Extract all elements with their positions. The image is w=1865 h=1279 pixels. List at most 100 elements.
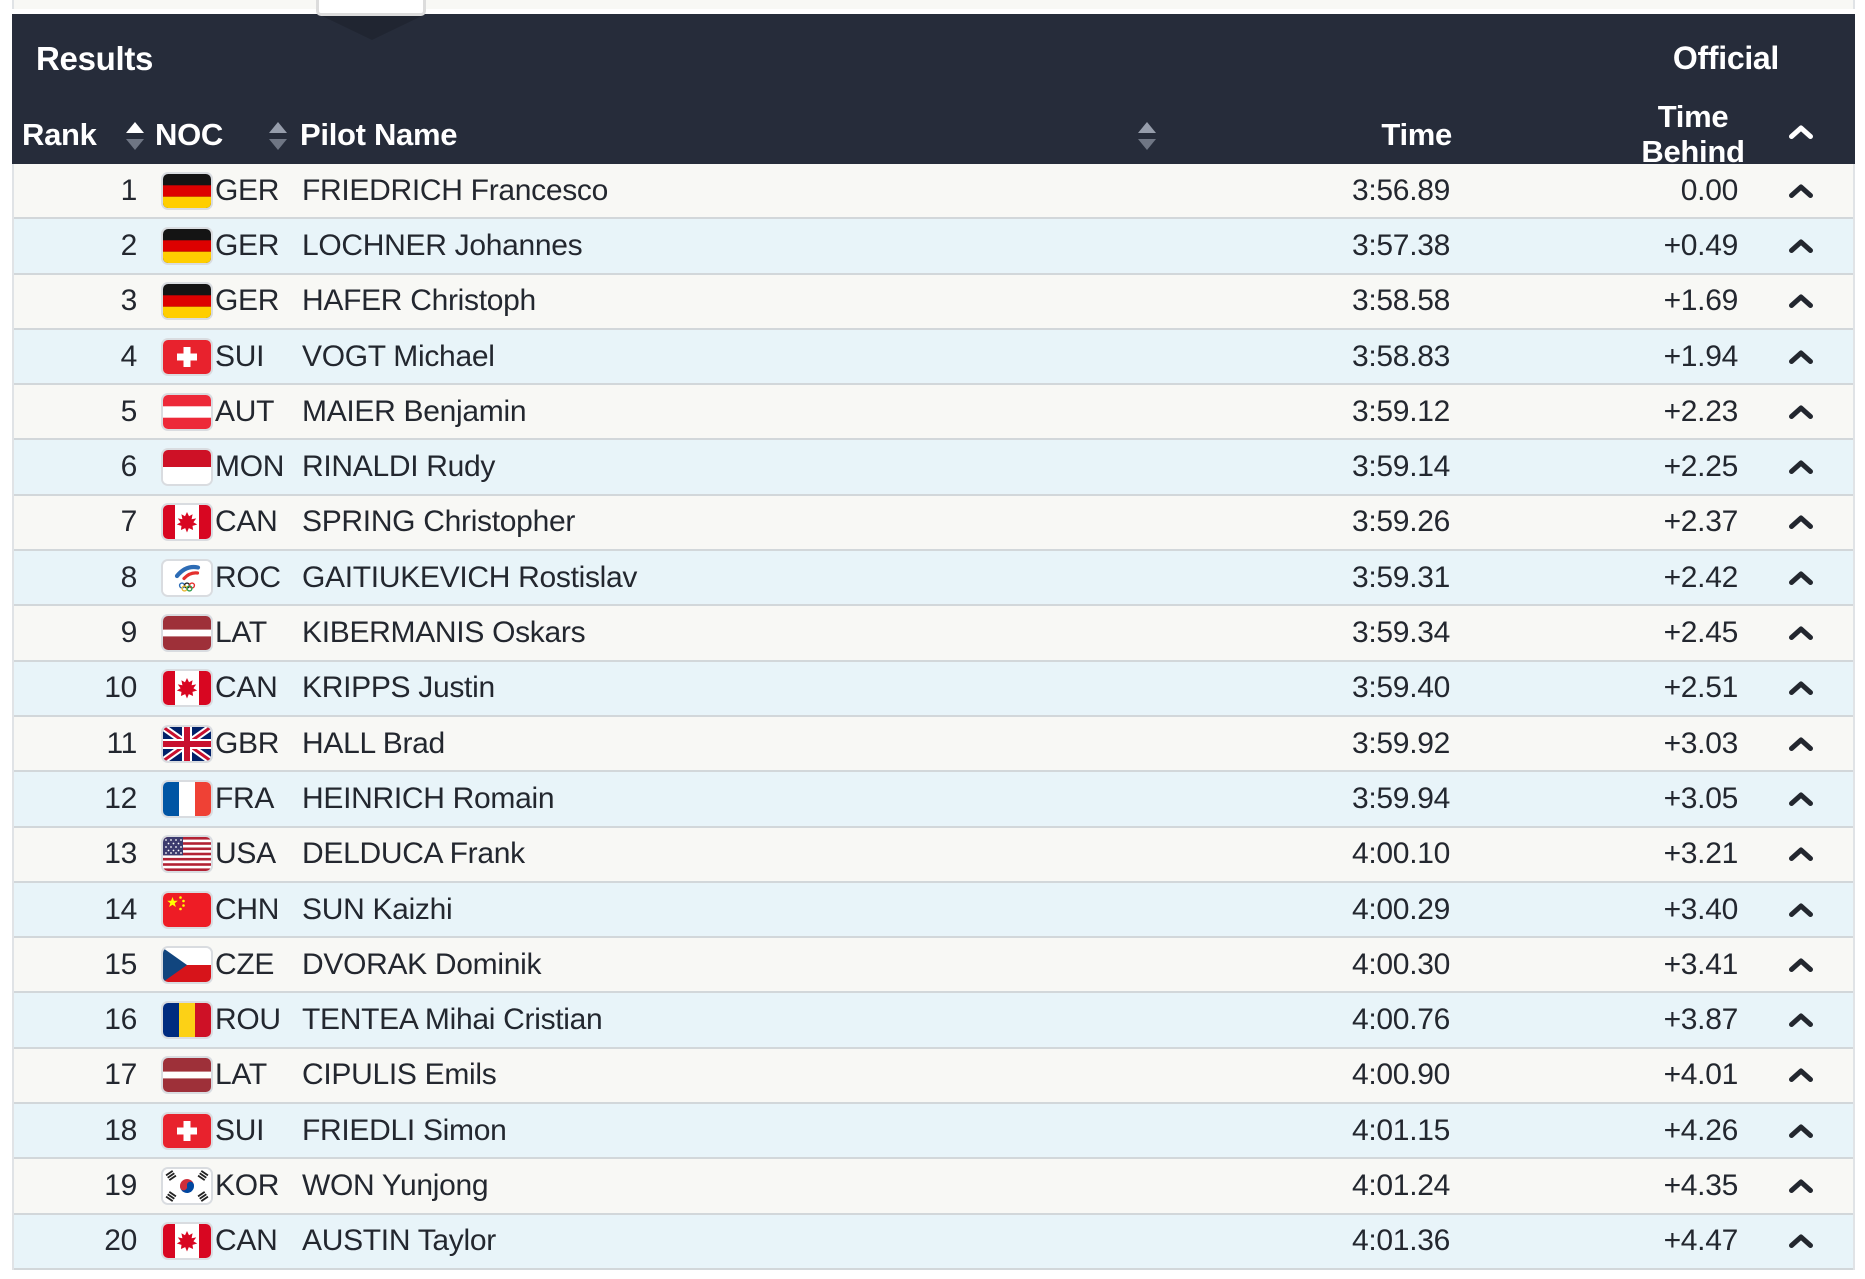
expand-row-button[interactable] <box>1738 957 1853 973</box>
time-behind-cell: +3.05 <box>1663 781 1739 815</box>
pilot-name-cell: AUSTIN Taylor <box>302 1224 496 1258</box>
flag-icon-ger <box>163 284 211 319</box>
pilot-name-cell: SUN Kaizhi <box>302 892 453 926</box>
noc-cell: KOR <box>215 1168 280 1202</box>
noc-cell: SUI <box>215 339 265 373</box>
time-behind-cell: +3.87 <box>1663 1003 1739 1037</box>
expand-row-button[interactable] <box>1738 570 1853 586</box>
rank-cell: 10 <box>104 671 137 705</box>
expand-row-button[interactable] <box>1738 293 1853 309</box>
expand-row-button[interactable] <box>1738 1233 1853 1249</box>
result-row[interactable]: 7 CAN SPRING Christopher 3:59.26 +2.37 <box>14 495 1853 552</box>
rank-cell: 16 <box>104 1003 137 1037</box>
rank-cell: 6 <box>120 450 138 484</box>
chevron-up-icon[interactable] <box>1788 124 1814 145</box>
time-behind-cell: +3.41 <box>1663 947 1739 981</box>
expand-row-button[interactable] <box>1738 902 1853 918</box>
expand-row-button[interactable] <box>1738 349 1853 365</box>
time-behind-cell: +2.51 <box>1663 671 1739 705</box>
result-row[interactable]: 12 FRA HEINRICH Romain 3:59.94 +3.05 <box>14 772 1853 828</box>
time-cell: 4:00.30 <box>1352 947 1450 981</box>
rank-cell: 20 <box>104 1224 137 1258</box>
expand-row-button[interactable] <box>1738 459 1853 475</box>
rank-cell: 2 <box>120 228 138 262</box>
time-cell: 3:59.12 <box>1352 394 1450 428</box>
flag-icon-kor <box>163 1168 211 1203</box>
expand-row-button[interactable] <box>1738 680 1853 696</box>
cutoff-button-partial[interactable] <box>316 0 426 16</box>
sort-down-arrow <box>126 139 144 150</box>
result-row[interactable]: 6 MON RINALDI Rudy 3:59.14 +2.25 <box>14 440 1853 496</box>
chevron-up-icon <box>1788 515 1813 530</box>
pilot-name-cell: CIPULIS Emils <box>302 1058 497 1092</box>
result-row[interactable]: 4 SUI VOGT Michael 3:58.83 +1.94 <box>14 329 1853 386</box>
pilot-name-cell: TENTEA Mihai Cristian <box>302 1003 603 1037</box>
chevron-up-icon <box>1788 626 1813 641</box>
time-cell: 4:00.90 <box>1352 1058 1450 1092</box>
expand-row-button[interactable] <box>1738 1067 1853 1083</box>
rank-cell: 12 <box>104 781 137 815</box>
sort-icon[interactable] <box>1137 122 1157 150</box>
expand-row-button[interactable] <box>1738 791 1853 807</box>
result-row[interactable]: 18 SUI FRIEDLI Simon 4:01.15 +4.26 <box>14 1104 1853 1160</box>
time-cell: 4:01.36 <box>1352 1224 1450 1258</box>
pilot-name-cell: GAITIUKEVICH Rostislav <box>302 560 638 594</box>
expand-row-button[interactable] <box>1738 1178 1853 1194</box>
expand-row-button[interactable] <box>1738 404 1853 420</box>
flag-icon-can <box>163 671 211 706</box>
noc-cell: ROC <box>215 560 281 594</box>
chevron-up-icon <box>1788 350 1813 364</box>
rank-cell: 7 <box>120 505 138 539</box>
noc-cell: AUT <box>215 394 275 428</box>
pilot-name-cell: SPRING Christopher <box>302 505 576 539</box>
result-row[interactable]: 16 ROU TENTEA Mihai Cristian 4:00.76 +3.… <box>14 993 1853 1049</box>
result-row[interactable]: 9 LAT KIBERMANIS Oskars 3:59.34 +2.45 <box>14 606 1853 662</box>
result-row[interactable]: 8 ROC GAITIUKEVICH Rostislav 3:59.31 +2.… <box>14 551 1853 607</box>
expand-row-button[interactable] <box>1738 514 1853 530</box>
results-panel: Results Official Rank NOC Pilot Name Tim… <box>12 14 1855 1270</box>
flag-icon-ger <box>163 228 211 263</box>
flag-icon-fra <box>163 781 211 816</box>
flag-icon-lat <box>163 616 211 651</box>
time-cell: 3:59.34 <box>1352 616 1450 650</box>
expand-row-button[interactable] <box>1738 846 1853 862</box>
result-row[interactable]: 10 CAN KRIPPS Justin 3:59.40 +2.51 <box>14 661 1853 717</box>
time-behind-cell: +3.21 <box>1663 837 1739 871</box>
chevron-up-icon <box>1788 184 1813 198</box>
result-row[interactable]: 1 GER FRIEDRICH Francesco 3:56.89 0.00 <box>14 164 1853 220</box>
pilot-name-cell: VOGT Michael <box>302 339 495 373</box>
pilot-name-cell: HALL Brad <box>302 726 445 760</box>
result-row[interactable]: 17 LAT CIPULIS Emils 4:00.90 +4.01 <box>14 1048 1853 1105</box>
sort-icon[interactable] <box>268 122 288 150</box>
result-row[interactable]: 11 GBR HALL Brad 3:59.92 +3.03 <box>14 716 1853 773</box>
chevron-up-icon <box>1788 571 1813 585</box>
result-row[interactable]: 2 GER LOCHNER Johannes 3:57.38 +0.49 <box>14 219 1853 275</box>
sort-icon[interactable] <box>125 122 145 150</box>
noc-cell: GBR <box>215 726 280 760</box>
result-row[interactable]: 15 CZE DVORAK Dominik 4:00.30 +3.41 <box>14 938 1853 994</box>
result-row[interactable]: 19 KOR WON Yunjong 4:01.24 +4.35 <box>14 1159 1853 1215</box>
pilot-name-cell: KRIPPS Justin <box>302 671 495 705</box>
expand-row-button[interactable] <box>1738 183 1853 199</box>
flag-icon-sui <box>163 1113 211 1148</box>
result-row[interactable]: 5 AUT MAIER Benjamin 3:59.12 +2.23 <box>14 385 1853 441</box>
expand-row-button[interactable] <box>1738 625 1853 641</box>
time-behind-cell: +4.26 <box>1663 1113 1739 1147</box>
expand-row-button[interactable] <box>1738 736 1853 752</box>
expand-row-button[interactable] <box>1738 1012 1853 1028</box>
expand-row-button[interactable] <box>1738 238 1853 254</box>
noc-cell: CAN <box>215 671 278 705</box>
result-row[interactable]: 20 CAN AUSTIN Taylor 4:01.36 +4.47 <box>14 1214 1853 1270</box>
sort-up-arrow <box>269 122 287 133</box>
column-header-time-behind: Time Behind <box>1641 99 1745 164</box>
time-behind-cell: +2.45 <box>1663 616 1739 650</box>
result-row[interactable]: 3 GER HAFER Christoph 3:58.58 +1.69 <box>14 274 1853 330</box>
expand-row-button[interactable] <box>1738 1123 1853 1139</box>
rank-cell: 1 <box>120 173 138 207</box>
time-cell: 4:01.24 <box>1352 1168 1450 1202</box>
time-behind-cell: +0.49 <box>1663 228 1739 262</box>
result-row[interactable]: 14 CHN SUN Kaizhi 4:00.29 +3.40 <box>14 882 1853 939</box>
time-behind-cell: 0.00 <box>1680 173 1739 207</box>
result-row[interactable]: 13 USA DELDUCA Frank 4:00.10 +3.21 <box>14 827 1853 883</box>
pilot-name-cell: HAFER Christoph <box>302 284 536 318</box>
